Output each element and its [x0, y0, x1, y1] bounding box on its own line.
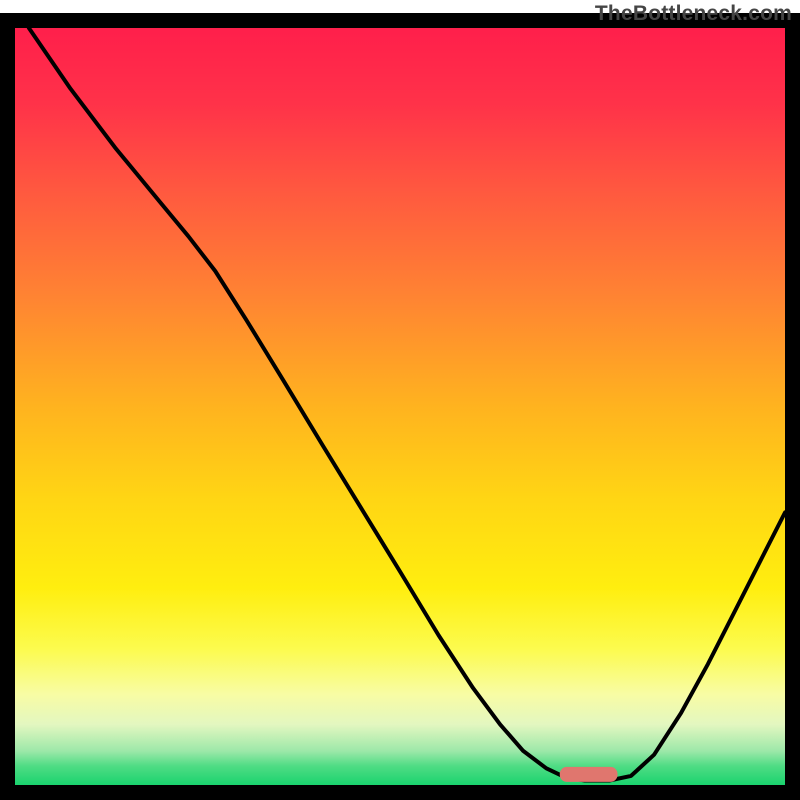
watermark-label: TheBottleneck.com [595, 2, 792, 26]
chart-svg [0, 0, 800, 800]
bottleneck-chart: TheBottleneck.com [0, 0, 800, 800]
optimal-marker [560, 767, 618, 782]
plot-background [15, 28, 785, 785]
